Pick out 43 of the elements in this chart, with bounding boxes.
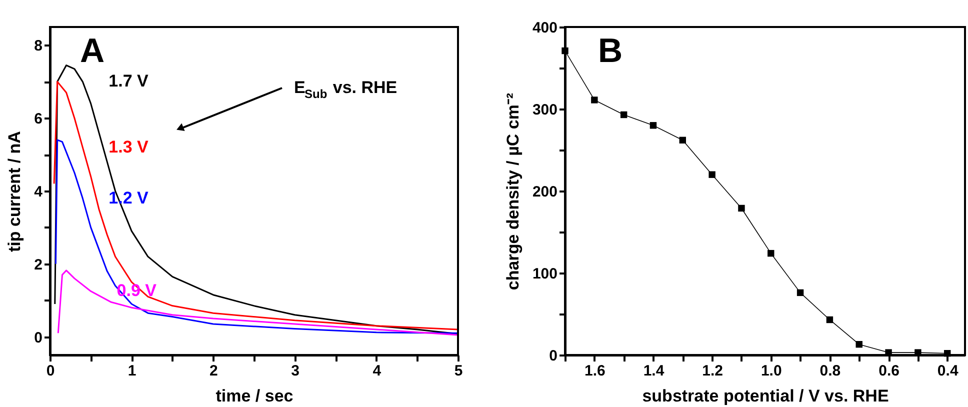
x-tick-label: 1.4	[643, 362, 665, 380]
y-tick-label: 2	[34, 256, 42, 274]
x-tick-label: 0.6	[878, 362, 900, 380]
y-tick-label: 300	[532, 102, 558, 118]
y-tick-label: 200	[532, 184, 558, 200]
series-label: 1.3 V	[108, 137, 149, 156]
point	[620, 111, 628, 118]
y-tick-label: 0	[34, 329, 42, 346]
point	[708, 171, 716, 178]
y-tick-label: 6	[34, 110, 42, 128]
point	[796, 289, 804, 296]
point	[591, 96, 598, 104]
x-tick-label: 0	[46, 362, 55, 380]
series-label: 1.7 V	[108, 72, 149, 91]
chart-title: A	[80, 32, 105, 70]
point	[856, 340, 862, 348]
point	[738, 204, 745, 212]
y-tick-label: 8	[34, 38, 42, 55]
y-tick-label: 4	[34, 184, 44, 200]
x-axis-title: substrate potential / V vs. RHE	[642, 386, 889, 406]
y-axis-title: charge density / µC cm⁻²	[503, 92, 522, 290]
line-series	[54, 139, 458, 334]
line-series	[57, 270, 458, 336]
x-tick-label: 4	[372, 362, 382, 380]
y-tick-label: 0	[549, 348, 558, 364]
point	[826, 316, 834, 324]
x-tick-label: 3	[291, 362, 300, 380]
chart-title: B	[598, 32, 623, 70]
y-tick-label: 100	[532, 266, 558, 282]
point	[679, 136, 686, 144]
y-axis-title: tip current / nA	[5, 131, 24, 252]
y-tick-label: 400	[532, 20, 558, 36]
x-axis-title: time / sec	[216, 386, 294, 406]
x-tick-label: 2	[210, 362, 218, 380]
x-tick-label: 0.8	[820, 362, 841, 380]
x-tick-label: 1.2	[702, 362, 723, 380]
point	[650, 122, 657, 129]
x-tick-label: 1.6	[584, 362, 606, 380]
x-tick-label: 5	[454, 362, 463, 380]
x-tick-label: 1.0	[760, 362, 782, 380]
x-tick-label: 0.4	[937, 362, 959, 380]
x-tick-label: 1	[128, 362, 136, 380]
point	[768, 250, 774, 257]
